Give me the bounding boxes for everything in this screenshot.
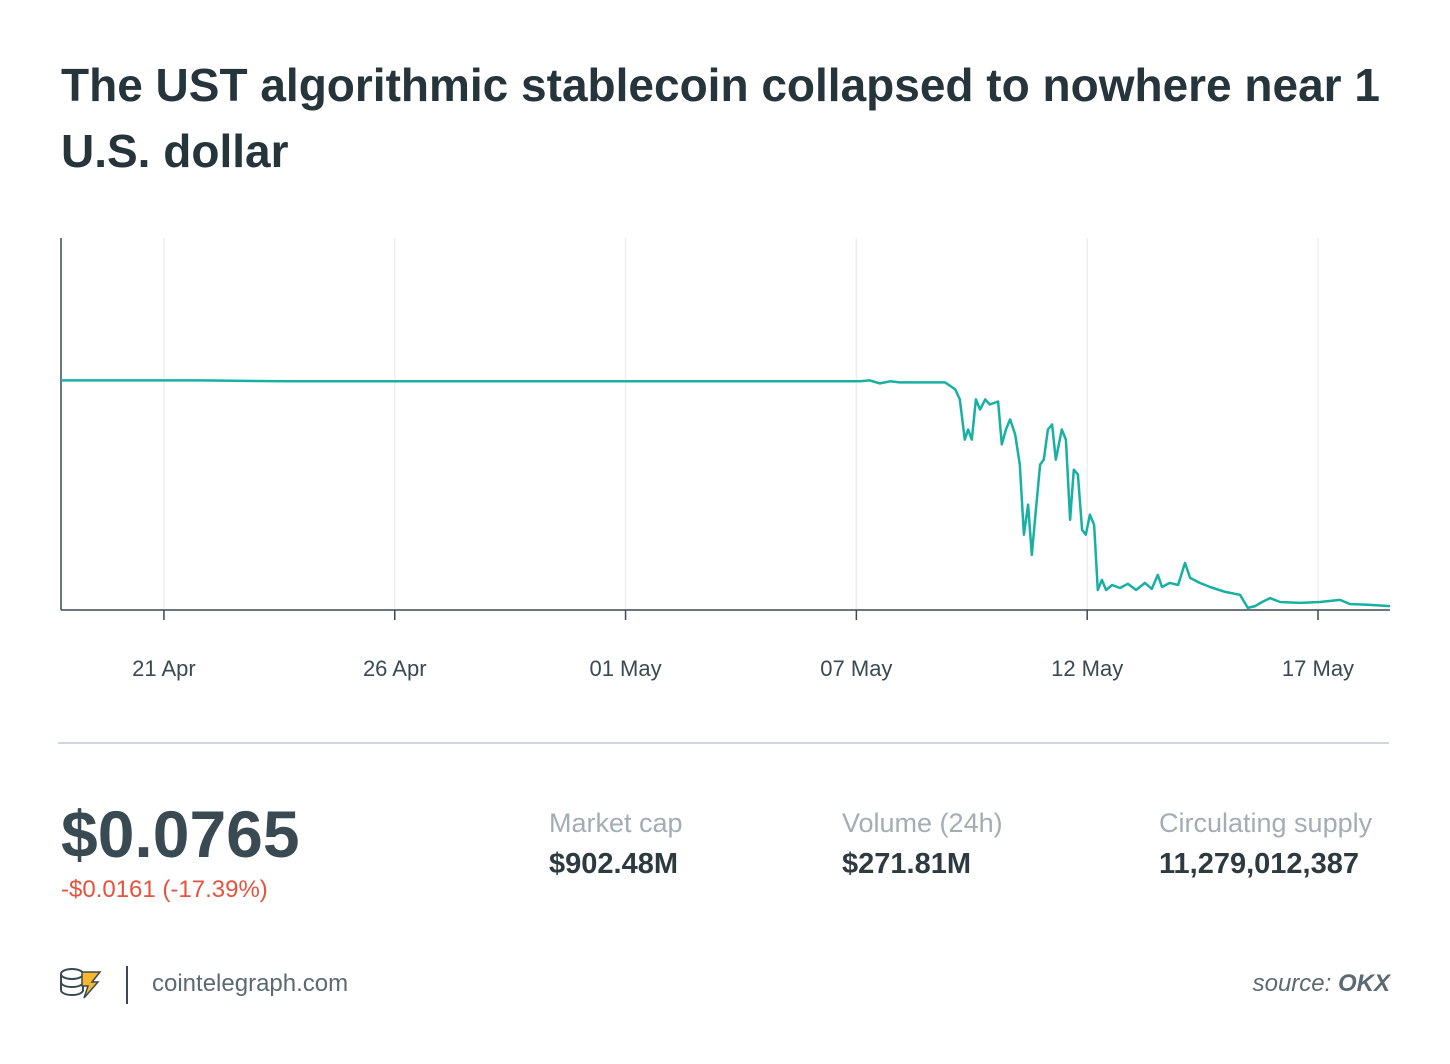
x-tick-label: 21 Apr xyxy=(132,656,196,681)
x-tick-label: 07 May xyxy=(820,656,892,681)
stat-label: Circulating supply xyxy=(1159,808,1373,838)
x-tick-label: 26 Apr xyxy=(363,656,427,681)
source: source: OKX xyxy=(1253,970,1390,998)
site-name: cointelegraph.com xyxy=(152,970,349,997)
title: The UST algorithmic stablecoin collapsed… xyxy=(61,59,1380,177)
price-change: -$0.0161 (-17.39%) xyxy=(61,876,268,903)
price: $0.0765 xyxy=(61,797,300,871)
x-tick-label: 17 May xyxy=(1282,656,1354,681)
price-line xyxy=(61,379,1391,610)
source-name: OKX xyxy=(1337,970,1390,997)
stat-value: $902.48M xyxy=(549,848,678,880)
x-tick-label: 12 May xyxy=(1051,656,1123,681)
chart: 21 Apr 26 Apr 01 May 07 May 12 May 17 May xyxy=(58,238,1391,744)
stat-label: Volume (24h) xyxy=(842,808,1003,838)
stat-label: Market cap xyxy=(549,808,683,838)
stat-value: $271.81M xyxy=(842,848,971,880)
stat-value: 11,279,012,387 xyxy=(1159,848,1359,880)
source-prefix: source: xyxy=(1252,970,1332,997)
plot: 21 Apr 26 Apr 01 May 07 May 12 May 17 May xyxy=(60,238,1391,681)
x-tick-label: 01 May xyxy=(589,656,661,681)
logo xyxy=(60,966,128,1004)
